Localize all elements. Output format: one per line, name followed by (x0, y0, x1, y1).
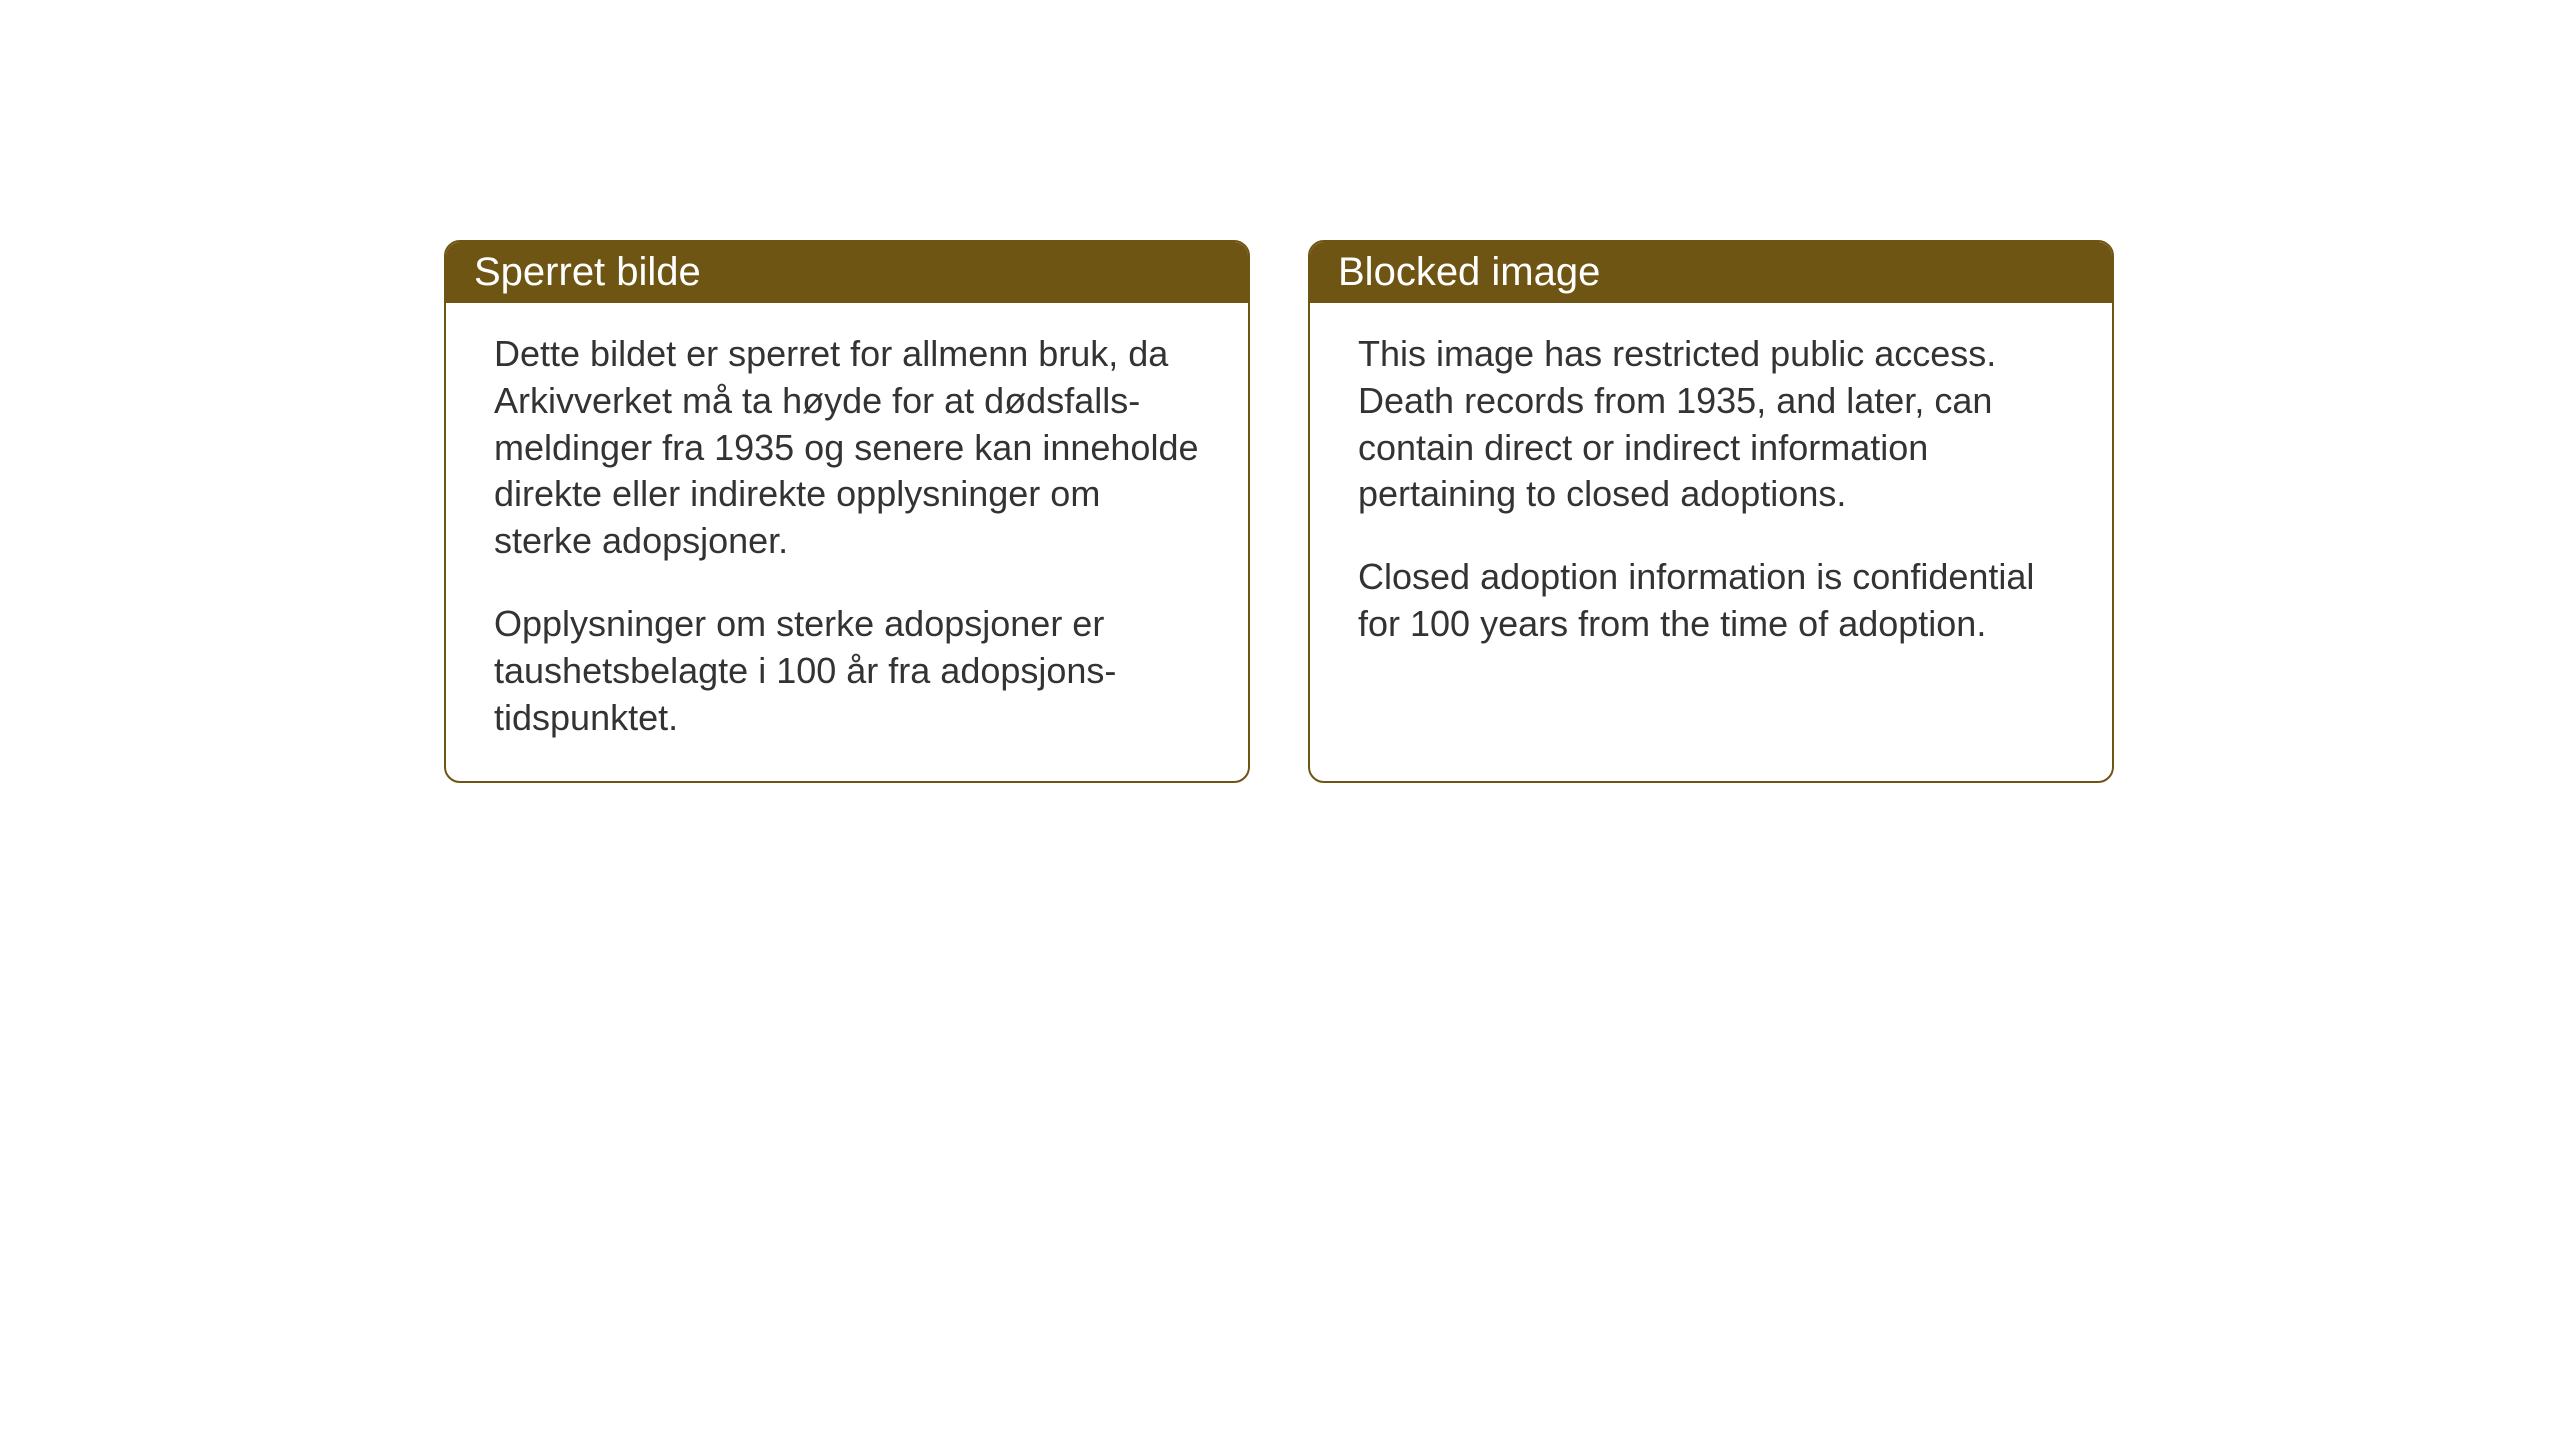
blocked-image-card-english: Blocked image This image has restricted … (1308, 240, 2114, 783)
card-paragraph-1-norwegian: Dette bildet er sperret for allmenn bruk… (494, 331, 1200, 565)
card-paragraph-2-english: Closed adoption information is confident… (1358, 554, 2064, 648)
card-body-english: This image has restricted public access.… (1310, 303, 2112, 688)
card-title-norwegian: Sperret bilde (474, 250, 701, 294)
card-paragraph-2-norwegian: Opplysninger om sterke adopsjoner er tau… (494, 601, 1200, 741)
card-header-norwegian: Sperret bilde (446, 242, 1248, 303)
info-cards-container: Sperret bilde Dette bildet er sperret fo… (444, 240, 2114, 783)
card-body-norwegian: Dette bildet er sperret for allmenn bruk… (446, 303, 1248, 781)
card-header-english: Blocked image (1310, 242, 2112, 303)
blocked-image-card-norwegian: Sperret bilde Dette bildet er sperret fo… (444, 240, 1250, 783)
card-title-english: Blocked image (1338, 250, 1600, 294)
card-paragraph-1-english: This image has restricted public access.… (1358, 331, 2064, 518)
